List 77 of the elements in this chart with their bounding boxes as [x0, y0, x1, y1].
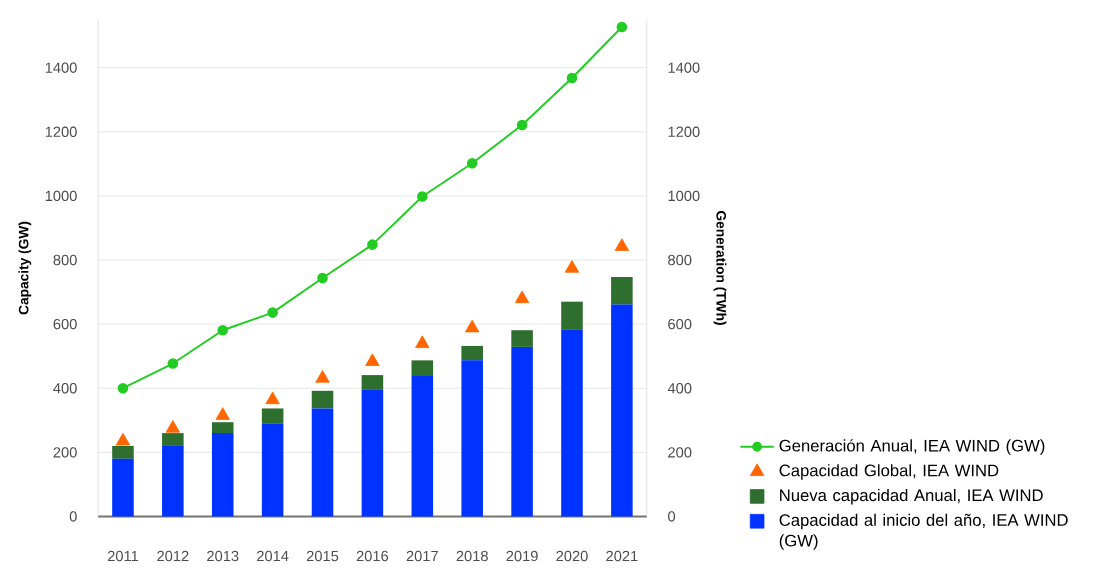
point — [616, 21, 628, 33]
bar — [511, 330, 533, 347]
y-tick-label: 800 — [53, 254, 77, 266]
point — [566, 72, 578, 84]
y2-tick-label: 600 — [668, 318, 692, 330]
x-tick-label: 2015 — [306, 550, 339, 562]
bar — [461, 345, 483, 361]
y2-tick-label: 1400 — [668, 62, 700, 73]
bar — [561, 329, 583, 517]
bar — [411, 360, 434, 376]
point — [466, 157, 478, 169]
y-tick-label: 1000 — [45, 190, 77, 201]
x-tick-label: 2013 — [207, 550, 239, 562]
y-tick-label: 1200 — [45, 126, 77, 137]
point — [165, 419, 181, 433]
bar — [461, 360, 483, 517]
y2-tick-label: 400 — [667, 382, 692, 394]
point — [465, 319, 480, 333]
x-tick-label: 2012 — [157, 550, 189, 562]
bar — [611, 304, 633, 517]
point — [217, 324, 229, 336]
legend-label: Capacidad Global, IEA WIND — [779, 463, 999, 480]
y-tick-label: 400 — [53, 382, 77, 394]
legend-label: Generación Anual, IEA WIND (GW) — [779, 438, 1045, 455]
point — [215, 407, 230, 420]
y2-tick-label: 1000 — [668, 190, 700, 201]
bar — [311, 408, 334, 517]
point — [367, 239, 378, 250]
x-tick-label: 2021 — [606, 550, 638, 562]
bar — [162, 432, 184, 446]
y-tick-label: 200 — [53, 446, 77, 458]
point — [417, 191, 428, 202]
y-axis-title: Capacity (GW) — [18, 221, 32, 315]
point — [315, 369, 330, 383]
x-tick-label: 2011 — [107, 550, 139, 562]
point — [115, 432, 131, 446]
bar — [211, 422, 234, 433]
bar — [211, 432, 234, 517]
bar — [261, 422, 284, 517]
y2-axis-title: Generation (TWh) — [713, 210, 727, 325]
y-tick-label: 1400 — [45, 62, 77, 73]
point — [564, 259, 580, 273]
y-tick-label: 600 — [53, 318, 77, 330]
point — [614, 238, 630, 251]
y-tick-label: 0 — [69, 511, 77, 522]
bar — [162, 445, 184, 517]
x-tick-label: 2017 — [406, 550, 438, 562]
y2-tick-label: 200 — [668, 446, 692, 458]
y2-tick-label: 800 — [668, 254, 692, 266]
point — [167, 358, 179, 369]
bar — [261, 408, 284, 423]
x-tick-label: 2019 — [506, 550, 538, 562]
point — [365, 353, 380, 366]
point — [267, 307, 278, 318]
y2-tick-label: 1200 — [668, 126, 700, 137]
bar — [361, 389, 384, 517]
x-tick-label: 2020 — [556, 550, 588, 562]
point — [514, 290, 530, 303]
bar — [361, 374, 384, 390]
bar — [411, 375, 434, 517]
bar — [112, 445, 134, 459]
x-tick-label: 2018 — [456, 550, 488, 562]
point — [516, 119, 528, 131]
bar — [112, 458, 134, 517]
point — [415, 335, 430, 348]
point — [265, 391, 280, 404]
point — [317, 272, 328, 284]
bar — [561, 301, 583, 330]
x-tick-label: 2016 — [356, 550, 389, 562]
x-tick-label: 2014 — [257, 550, 289, 562]
point — [117, 382, 129, 394]
bar — [311, 390, 334, 409]
bar — [511, 346, 533, 517]
legend-label: Nueva capacidad Anual, IEA WIND — [780, 488, 1043, 505]
y2-tick-label: 0 — [668, 511, 676, 522]
legend-label: Capacidad al inicio del año, IEA WIND (GW) — [779, 513, 1068, 550]
bar — [611, 276, 633, 305]
